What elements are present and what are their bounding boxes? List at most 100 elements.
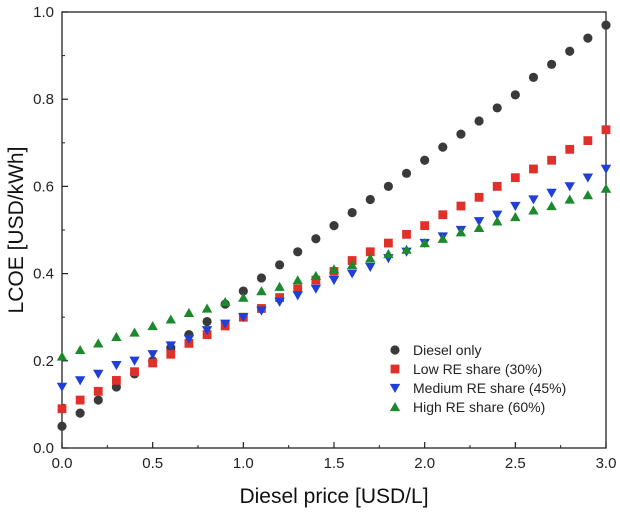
data-point-triangle-down [492, 210, 503, 220]
legend-marker [389, 402, 401, 412]
legend-marker [390, 345, 400, 355]
data-point-triangle-up [455, 227, 467, 237]
data-point-circle [492, 103, 502, 113]
axis-ticks: 0.0 0.5 1.0 1.5 2.0 2.5 3.0 0.0 0.2 0.4 0.6 0.8 1.0 [33, 4, 616, 472]
data-point-triangle-up [383, 249, 394, 259]
data-point-triangle-up [365, 253, 376, 263]
data-point-triangle-down [129, 356, 140, 366]
data-point-triangle-up [600, 183, 612, 193]
data-point-triangle-down [256, 306, 267, 316]
data-point-circle [510, 90, 520, 100]
x-axis-title: Diesel price [USD/L] [239, 485, 428, 508]
data-point-triangle-up [346, 259, 358, 270]
data-point-square [420, 221, 430, 231]
y-tick-label: 1.0 [33, 4, 54, 21]
data-point-square [510, 173, 520, 183]
data-point-triangle-down [183, 334, 195, 344]
data-point-triangle-up [437, 233, 448, 243]
data-point-triangle-down [147, 350, 158, 360]
data-point-square [402, 229, 411, 239]
y-tick-label: 0.4 [33, 266, 54, 283]
data-point-circle [256, 273, 267, 283]
data-point-triangle-up [111, 331, 122, 341]
data-point-circle [601, 20, 611, 30]
y-axis-title: LCOE [USD/kWh] [5, 147, 28, 314]
data-point-triangle-down [93, 369, 104, 379]
data-point-triangle-up [74, 344, 86, 355]
data-point-circle [329, 221, 339, 231]
data-point-square [565, 144, 575, 154]
data-point-triangle-up [147, 320, 158, 331]
data-point-triangle-up [419, 238, 430, 248]
y-tick-label: 0.8 [33, 91, 54, 108]
data-point-square [583, 136, 593, 146]
data-point-circle [311, 234, 321, 244]
data-point-square [547, 155, 556, 165]
data-point-circle [238, 286, 248, 296]
data-point-triangle-up [220, 297, 231, 307]
data-point-square [275, 293, 284, 302]
data-point-triangle-down [201, 326, 213, 336]
data-point-triangle-up [401, 244, 412, 254]
y-tick-label: 0.0 [33, 440, 54, 457]
data-point-square [130, 367, 139, 377]
data-point-triangle-up [328, 264, 340, 274]
data-point-triangle-up [310, 270, 322, 280]
x-tick-label: 2.5 [505, 455, 526, 472]
data-point-triangle-down [274, 297, 285, 307]
data-point-circle [57, 421, 67, 431]
data-point-circle [420, 155, 430, 165]
data-point-circle [565, 46, 575, 56]
y-tick-label: 0.6 [33, 178, 54, 195]
data-point-triangle-down [365, 262, 376, 272]
data-point-triangle-up [528, 205, 539, 215]
data-point-circle [456, 129, 466, 139]
data-point-triangle-up [201, 303, 213, 313]
legend: Diesel only Low RE share (30%) Medium RE s… [389, 342, 566, 415]
data-point-triangle-up [238, 292, 249, 302]
data-point-circle [401, 168, 412, 178]
data-point-triangle-up [473, 222, 485, 232]
data-point-circle [383, 181, 393, 191]
data-point-triangle-down [528, 195, 539, 205]
data-point-square [492, 182, 502, 191]
data-point-triangle-up [274, 281, 285, 291]
data-point-triangle-up [564, 194, 575, 204]
legend-label: Medium RE share (45%) [413, 380, 566, 396]
legend-marker [390, 364, 400, 374]
data-point-circle [75, 408, 85, 418]
data-point-circle [275, 260, 285, 270]
y-tick-label: 0.2 [33, 353, 54, 370]
data-point-circle [547, 59, 557, 69]
data-point-triangle-up [492, 216, 503, 226]
data-point-square [365, 247, 375, 257]
data-point-circle [583, 33, 593, 43]
data-point-triangle-down [510, 201, 521, 211]
data-point-triangle-down [111, 361, 122, 371]
data-points [56, 20, 612, 431]
data-point-circle [528, 72, 539, 82]
data-point-square [57, 404, 67, 414]
legend-label: Low RE share (30%) [413, 361, 542, 377]
data-point-square [529, 164, 538, 174]
data-point-triangle-up [183, 307, 195, 317]
data-point-circle [293, 247, 303, 257]
data-point-square [293, 284, 303, 294]
data-point-square [311, 275, 321, 285]
data-point-square [148, 358, 158, 368]
x-tick-label: 0.5 [142, 455, 163, 472]
data-point-triangle-down [328, 275, 340, 286]
data-point-square [601, 125, 611, 135]
x-tick-label: 2.0 [414, 455, 435, 472]
data-point-triangle-down [292, 291, 303, 301]
data-point-square [456, 201, 466, 211]
data-point-triangle-up [93, 338, 104, 348]
data-point-triangle-down [582, 173, 594, 183]
data-point-triangle-down [56, 382, 68, 392]
data-point-triangle-down [546, 188, 557, 198]
data-point-square [166, 349, 176, 359]
legend-label: Diesel only [413, 342, 481, 358]
data-point-triangle-down [564, 182, 575, 192]
data-point-square [384, 238, 393, 248]
data-point-square [112, 376, 121, 385]
